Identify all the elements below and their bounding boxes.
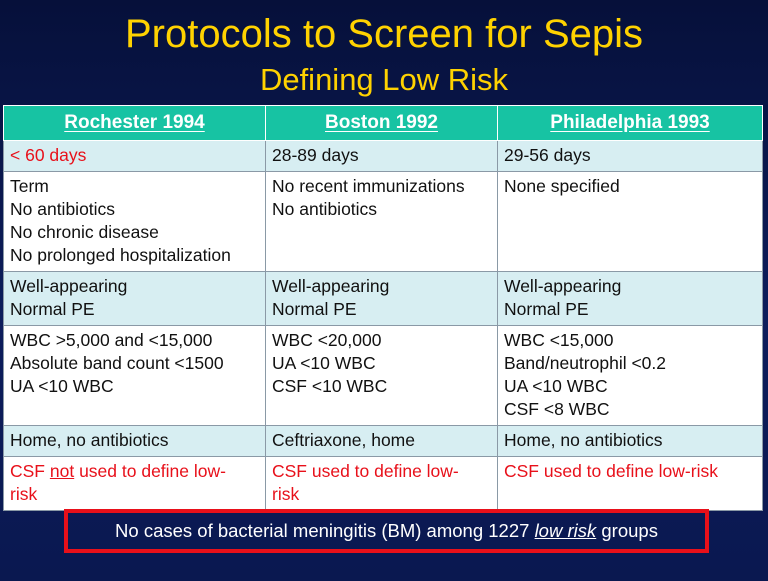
table-cell: WBC <20,000 UA <10 WBC CSF <10 WBC xyxy=(265,325,498,426)
table-row-age: < 60 days 28-89 days 29-56 days xyxy=(3,140,763,172)
slide-title: Protocols to Screen for Sepis xyxy=(124,12,644,56)
table-row-labs: WBC >5,000 and <15,000 Absolute band cou… xyxy=(3,325,763,426)
table-row-exam: Well-appearing Normal PE Well-appearing … xyxy=(3,271,763,326)
header-rochester: Rochester 1994 xyxy=(3,105,266,141)
table-cell-rochester-csf: CSF not used to define low- risk xyxy=(3,456,266,511)
not-emphasis: not xyxy=(49,461,75,481)
table-cell: < 60 days xyxy=(3,140,266,172)
table-row-management: Home, no antibiotics Ceftriaxone, home H… xyxy=(3,425,763,457)
table-cell: Well-appearing Normal PE xyxy=(265,271,498,326)
table-cell: CSF used to define low- risk xyxy=(265,456,498,511)
table-cell: No recent immunizations No antibiotics xyxy=(265,171,498,272)
low-risk-emphasis: low risk xyxy=(534,520,597,541)
table-cell: CSF used to define low-risk xyxy=(497,456,763,511)
table-cell: Home, no antibiotics xyxy=(3,425,266,457)
table-row-history: Term No antibiotics No chronic disease N… xyxy=(3,171,763,272)
protocol-table: Rochester 1994 Boston 1992 Philadelphia … xyxy=(3,105,763,511)
table-cell: WBC >5,000 and <15,000 Absolute band cou… xyxy=(3,325,266,426)
table-cell: WBC <15,000 Band/neutrophil <0.2 UA <10 … xyxy=(497,325,763,426)
header-philadelphia: Philadelphia 1993 xyxy=(497,105,763,141)
footer-callout: No cases of bacterial meningitis (BM) am… xyxy=(64,509,709,553)
table-row-csf: CSF not used to define low- risk CSF use… xyxy=(3,456,763,511)
header-boston: Boston 1992 xyxy=(265,105,498,141)
slide-subtitle: Defining Low Risk xyxy=(259,62,509,97)
table-cell: 28-89 days xyxy=(265,140,498,172)
table-header-row: Rochester 1994 Boston 1992 Philadelphia … xyxy=(3,105,763,141)
table-cell: Ceftriaxone, home xyxy=(265,425,498,457)
table-cell: 29-56 days xyxy=(497,140,763,172)
table-cell: None specified xyxy=(497,171,763,272)
table-cell: Well-appearing Normal PE xyxy=(3,271,266,326)
table-cell: Home, no antibiotics xyxy=(497,425,763,457)
table-cell: Term No antibiotics No chronic disease N… xyxy=(3,171,266,272)
table-cell: Well-appearing Normal PE xyxy=(497,271,763,326)
